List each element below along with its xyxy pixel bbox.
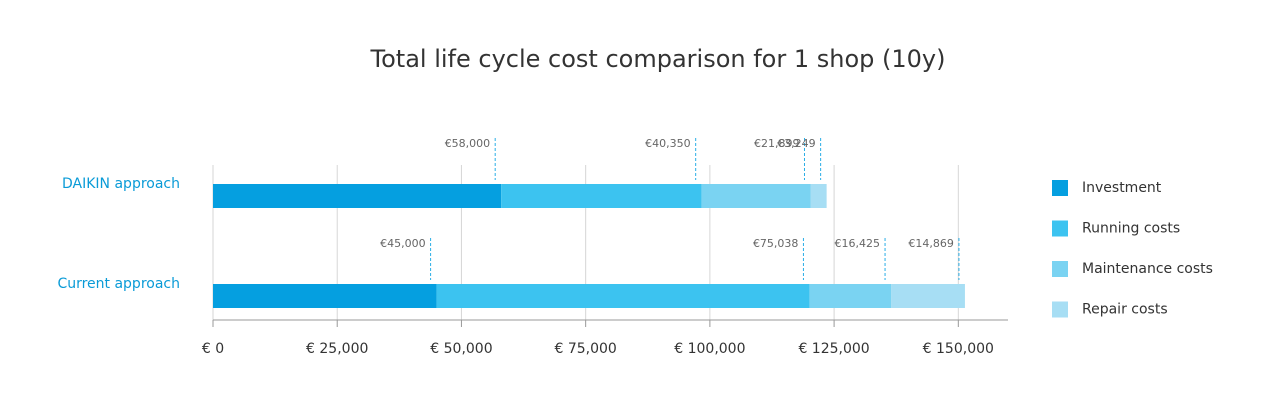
bar-segment [701, 184, 811, 208]
x-tick-label: € 75,000 [554, 341, 616, 357]
legend-label: Running costs [1082, 221, 1180, 237]
bar-segment [501, 184, 702, 208]
bar-segment [213, 184, 502, 208]
value-label: €75,038 [753, 237, 799, 250]
value-label: €16,425 [835, 237, 881, 250]
bar-segment [891, 284, 965, 308]
legend-label: Investment [1082, 180, 1162, 196]
legend-label: Maintenance costs [1082, 261, 1213, 277]
legend-swatch [1052, 220, 1068, 237]
x-tick-label: € 25,000 [306, 341, 368, 357]
x-tick-label: € 150,000 [923, 341, 994, 357]
legend-swatch [1052, 301, 1068, 318]
category-label: Current approach [57, 276, 180, 292]
legend-swatch [1052, 180, 1068, 196]
bar-segment [213, 284, 437, 308]
x-tick-label: € 100,000 [674, 341, 745, 357]
x-tick-label: € 0 [202, 341, 224, 357]
value-label: €14,869 [908, 237, 954, 250]
value-label: €21,899 [754, 137, 800, 150]
bar-segment [436, 284, 810, 308]
bar-segment [809, 284, 892, 308]
legend-label: Repair costs [1082, 302, 1168, 318]
category-label: DAIKIN approach [62, 176, 180, 192]
bar-segment [810, 184, 827, 208]
value-label: €45,000 [380, 237, 426, 250]
value-label: €3,249 [777, 137, 816, 150]
x-tick-label: € 125,000 [798, 341, 869, 357]
chart-title: Total life cycle cost comparison for 1 s… [370, 45, 946, 73]
legend-swatch [1052, 261, 1068, 277]
x-tick-label: € 50,000 [430, 341, 492, 357]
value-label: €40,350 [645, 137, 691, 150]
value-label: €58,000 [445, 137, 491, 150]
